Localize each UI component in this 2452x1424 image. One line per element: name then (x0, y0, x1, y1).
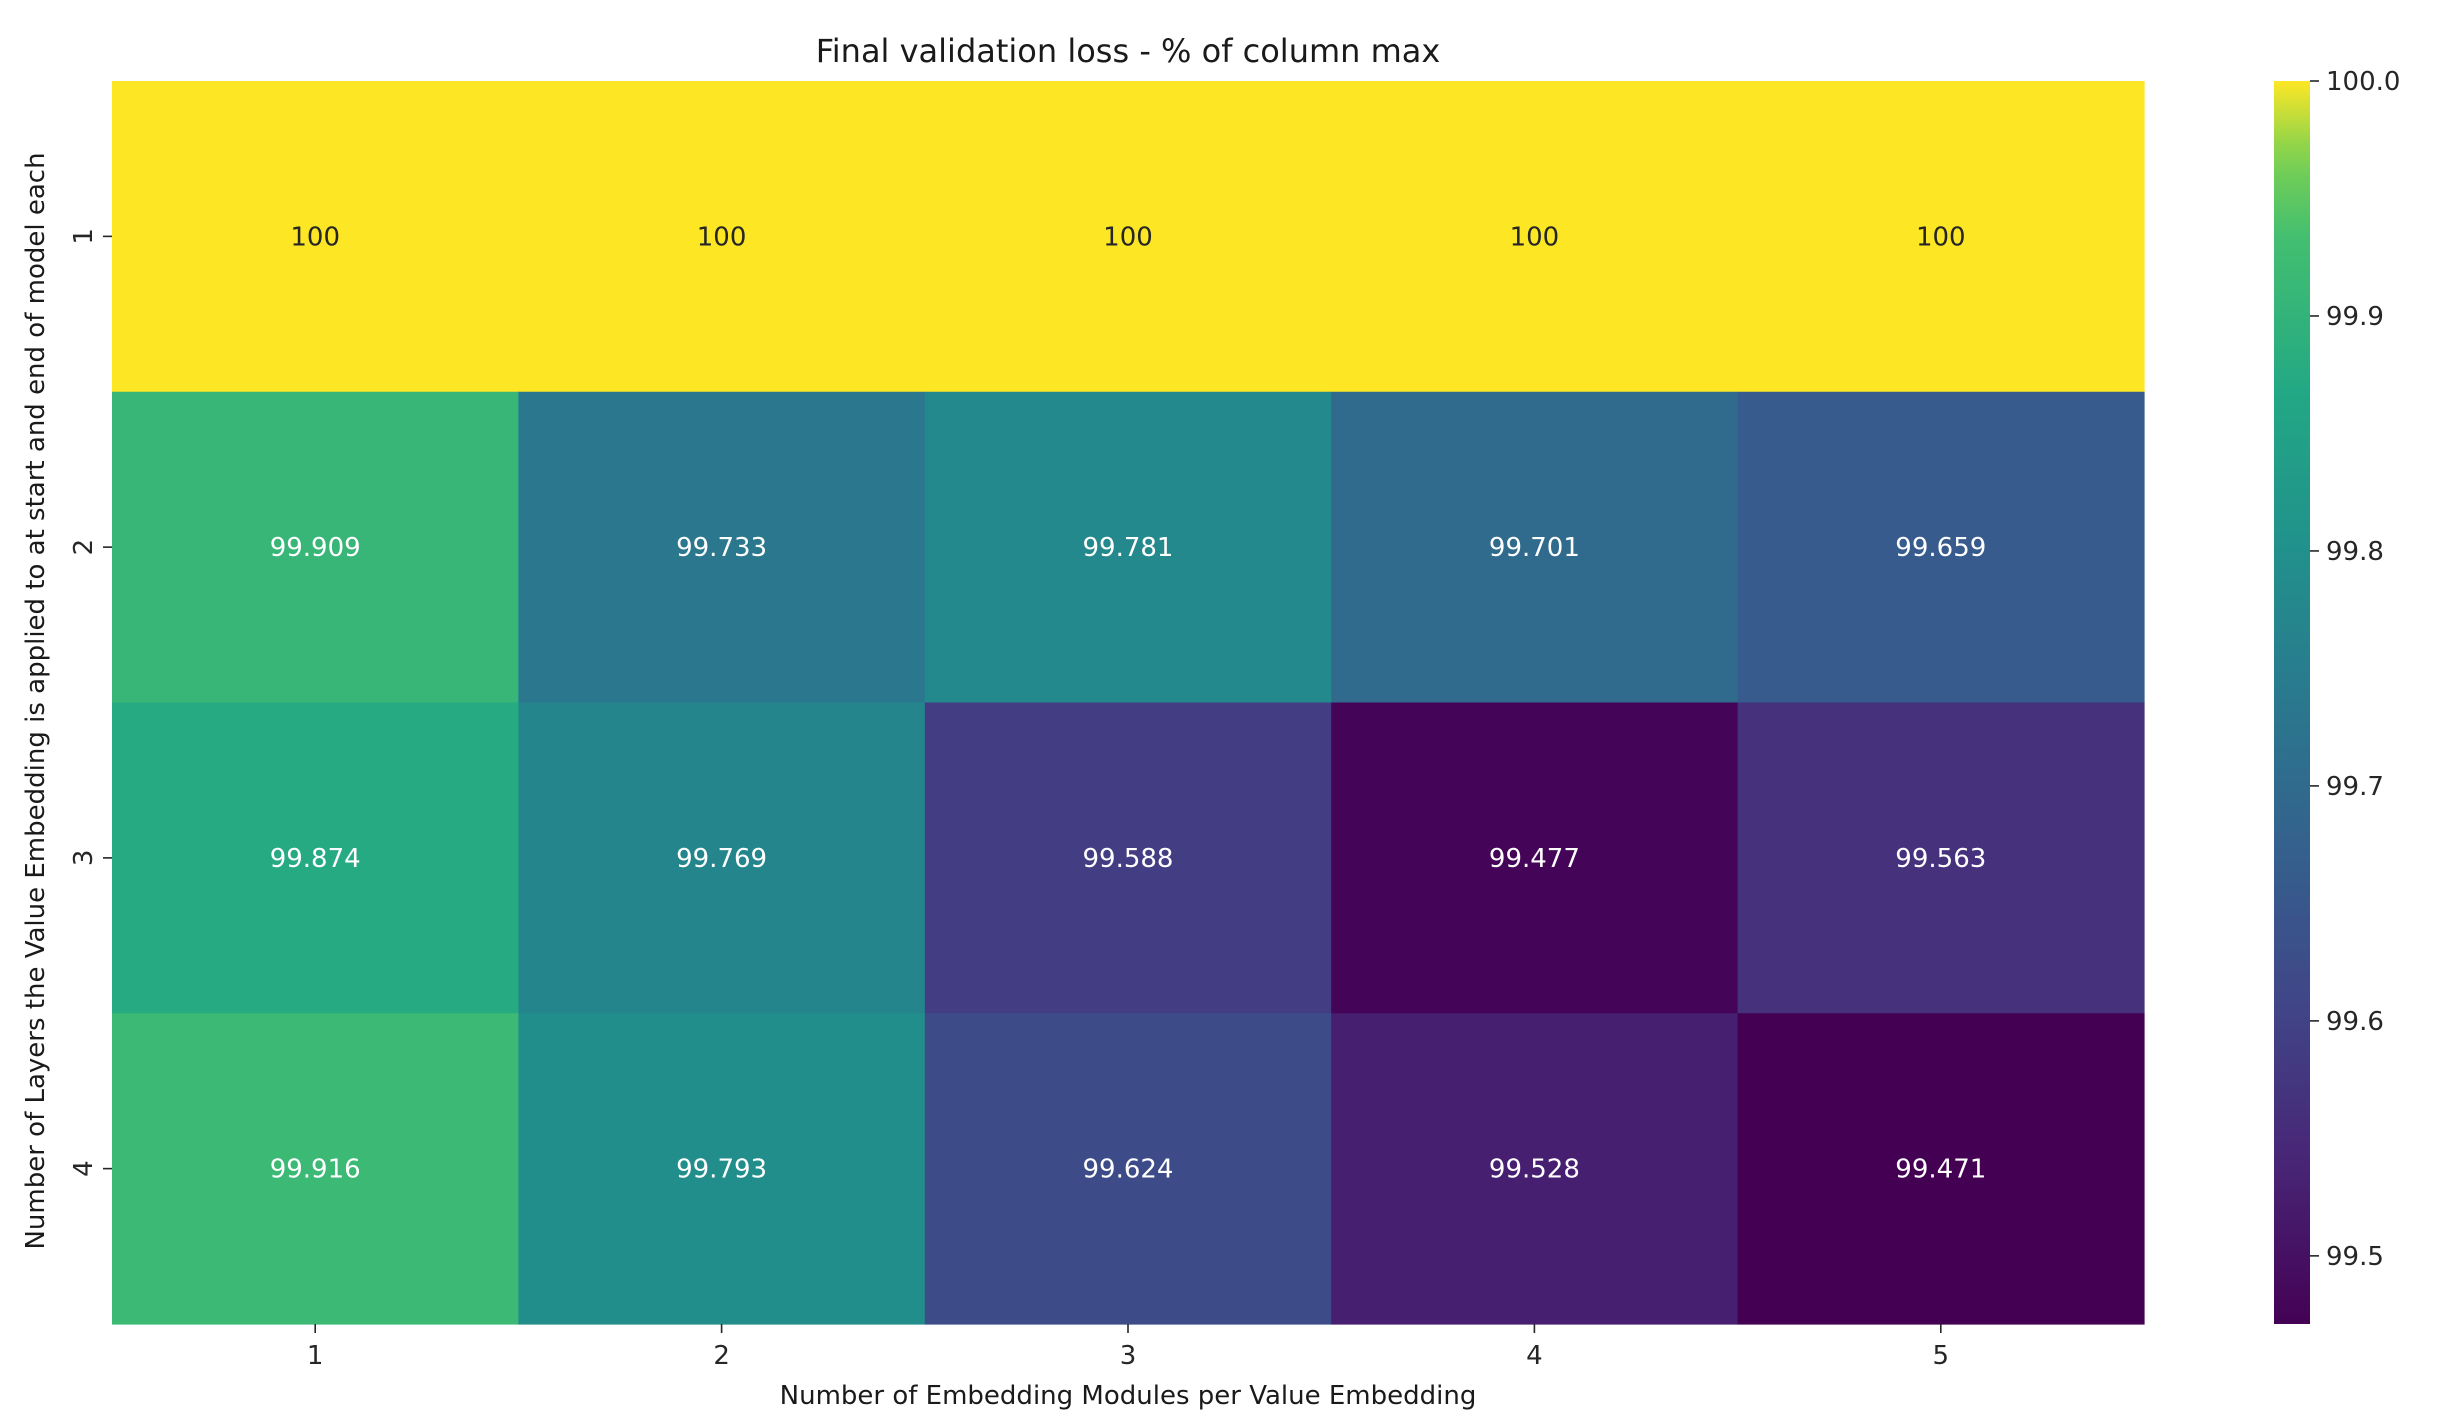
heatmap-cells (112, 81, 2145, 1325)
cell-value-label: 99.471 (1895, 1155, 1986, 1185)
heatmap-cell-r4-c4 (1331, 1013, 1739, 1325)
colorbar: 99.5 99.6 99.7 99.8 99.9 100.0 (2274, 67, 2400, 1324)
cell-value-label: 99.781 (1083, 533, 1174, 563)
cell-value-label: 100 (697, 222, 747, 252)
heatmap-cell-r3-c4 (1331, 702, 1739, 1014)
cell-labels: 100 100 100 100 100 99.909 99.733 99.781 99.701 9… (270, 222, 1987, 1184)
cell-value-label: 99.909 (270, 533, 361, 563)
heatmap-cell-r2-c2 (518, 391, 926, 704)
cell-value-label: 99.701 (1489, 533, 1580, 563)
cell-value-label: 99.528 (1489, 1155, 1580, 1185)
cell-value-label: 99.733 (676, 533, 767, 563)
cell-value-label: 99.874 (270, 844, 361, 874)
y-tick-label: 2 (69, 539, 99, 556)
heatmap-cell-r3-c3 (924, 702, 1332, 1014)
heatmap-cell-r4-c1 (112, 1013, 519, 1325)
colorbar-tick-label: 99.9 (2326, 302, 2384, 332)
cell-value-label: 99.624 (1083, 1155, 1174, 1185)
heatmap-cell-r2-c3 (924, 391, 1332, 704)
heatmap-cell-r2-c1 (112, 391, 519, 704)
cell-value-label: 99.916 (270, 1155, 361, 1185)
heatmap-cell-r4-c2 (518, 1013, 926, 1325)
colorbar-gradient (2274, 81, 2310, 1324)
x-axis: 1 2 3 4 5 (307, 1324, 1949, 1371)
cell-value-label: 100 (1916, 222, 1966, 252)
cell-value-label: 100 (1510, 222, 1560, 252)
heatmap-cell-r2-c4 (1331, 391, 1739, 704)
heatmap-cell-r1-c4 (1331, 81, 1739, 393)
x-tick-label: 5 (1933, 1341, 1950, 1371)
heatmap-cell-r4-c5 (1737, 1013, 2145, 1325)
y-tick-label: 4 (69, 1160, 99, 1177)
y-axis-label: Number of Layers the Value Embedding is … (21, 152, 51, 1249)
x-tick-label: 3 (1120, 1341, 1137, 1371)
heatmap-cell-r1-c1 (112, 81, 519, 393)
cell-value-label: 99.769 (676, 844, 767, 874)
chart-title: Final validation loss - % of column max (816, 32, 1441, 70)
heatmap-cell-r3-c2 (518, 702, 926, 1014)
cell-value-label: 99.477 (1489, 844, 1580, 874)
cell-value-label: 99.563 (1895, 844, 1986, 874)
colorbar-tick-label: 99.5 (2326, 1242, 2384, 1272)
heatmap-cell-r1-c5 (1737, 81, 2145, 393)
x-tick-label: 4 (1526, 1341, 1543, 1371)
x-tick-label: 2 (713, 1341, 730, 1371)
colorbar-tick-label: 99.7 (2326, 772, 2384, 802)
y-tick-label: 1 (69, 228, 99, 245)
colorbar-tick-label: 99.8 (2326, 537, 2384, 567)
cell-value-label: 100 (1103, 222, 1153, 252)
heatmap-cell-r1-c3 (924, 81, 1332, 393)
colorbar-tick-label: 99.6 (2326, 1007, 2384, 1037)
colorbar-tick-label: 100.0 (2326, 67, 2400, 97)
heatmap-cell-r3-c5 (1737, 702, 2145, 1014)
cell-value-label: 100 (290, 222, 340, 252)
heatmap-cell-r1-c2 (518, 81, 926, 393)
heatmap-cell-r4-c3 (924, 1013, 1332, 1325)
cell-value-label: 99.659 (1895, 533, 1986, 563)
x-tick-label: 1 (307, 1341, 324, 1371)
cell-value-label: 99.793 (676, 1155, 767, 1185)
y-tick-label: 3 (69, 850, 99, 867)
heatmap-cell-r3-c1 (112, 702, 519, 1014)
y-axis: 1 2 3 4 (69, 228, 112, 1177)
x-axis-label: Number of Embedding Modules per Value Em… (780, 1381, 1477, 1411)
heatmap-cell-r2-c5 (1737, 391, 2145, 704)
cell-value-label: 99.588 (1083, 844, 1174, 874)
